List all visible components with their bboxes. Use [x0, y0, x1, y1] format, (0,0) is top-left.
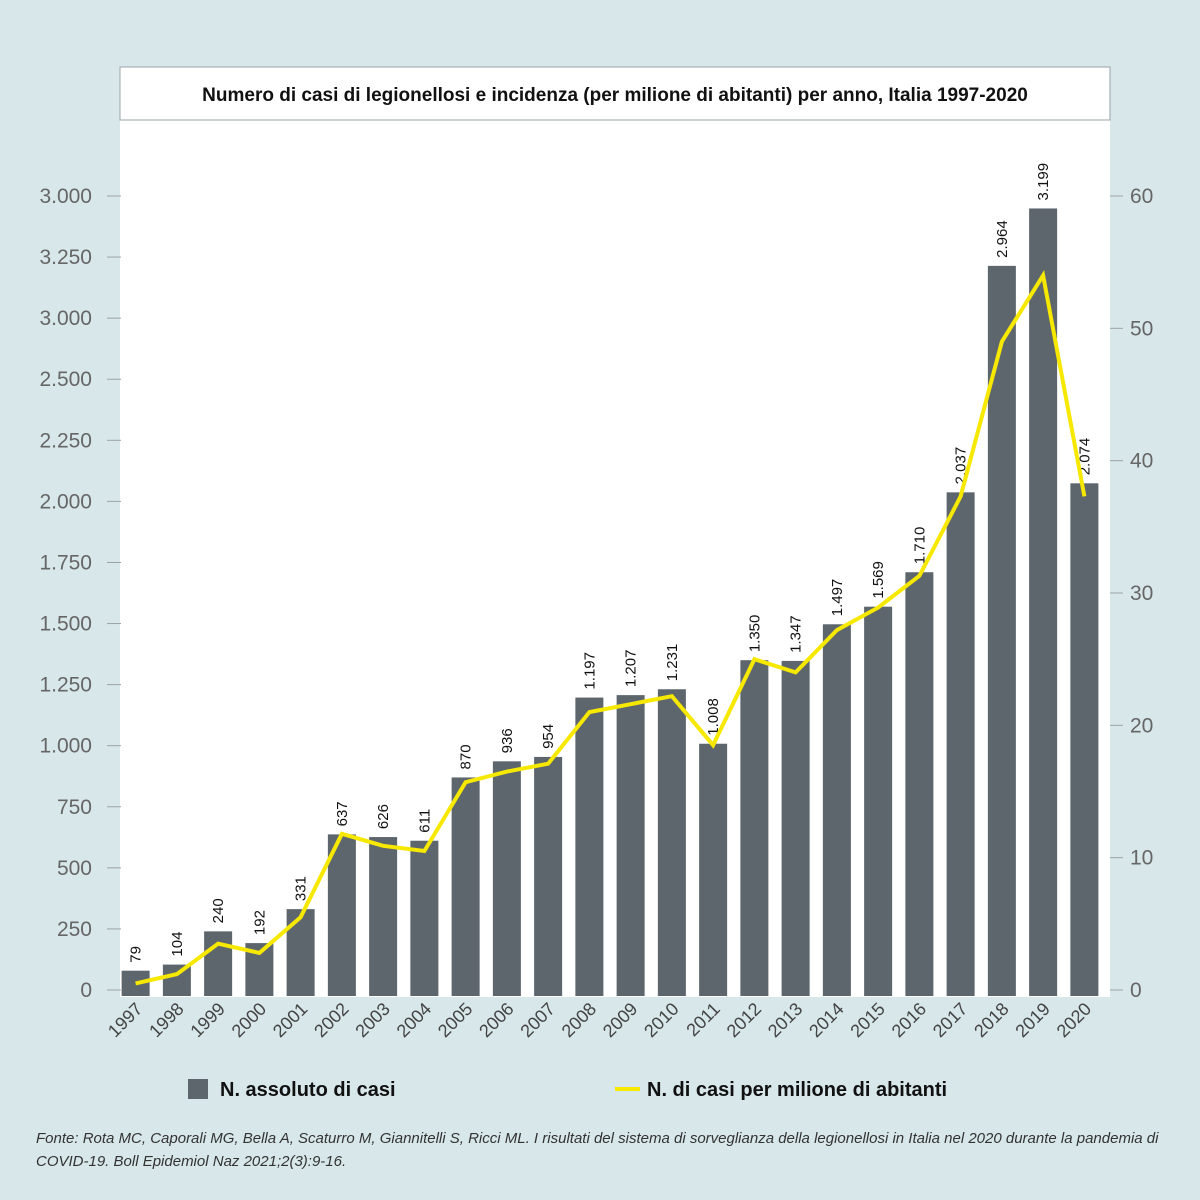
y2-tick-label: 40	[1130, 450, 1153, 473]
value-label: 936	[499, 728, 516, 753]
value-label: 1.347	[788, 615, 805, 653]
bar	[616, 695, 645, 996]
value-label: 954	[540, 724, 557, 749]
y-tick-label: 2.250	[39, 429, 92, 452]
value-label: 870	[458, 744, 475, 769]
bar	[864, 606, 893, 996]
bar	[1070, 483, 1099, 996]
bar	[204, 931, 233, 996]
value-label: 3.199	[1035, 163, 1052, 201]
y2-tick-label: 30	[1130, 582, 1153, 605]
y-tick-label: 1.250	[39, 674, 92, 697]
y-tick-label: 2.000	[39, 490, 92, 513]
y2-tick-label: 50	[1130, 317, 1153, 340]
bar	[822, 624, 851, 996]
y-tick-label: 3.000	[39, 307, 92, 330]
x-tick-label: 2007	[516, 999, 558, 1041]
title-box	[119, 66, 1111, 121]
value-label: 79	[128, 946, 145, 963]
x-tick-label: 2002	[310, 999, 352, 1041]
x-tick-label: 2010	[640, 999, 682, 1041]
legend-label: N. di casi per milione di abitanti	[647, 1079, 947, 1101]
source-note: Fonte: Rota MC, Caporali MG, Bella A, Sc…	[36, 1130, 1159, 1170]
x-tick-label: 2008	[558, 999, 600, 1041]
x-tick-label: 2012	[723, 999, 765, 1041]
y-tick-label: 1.500	[39, 613, 92, 636]
x-tick-label: 2017	[929, 999, 971, 1041]
y-tick-label: 1.000	[39, 735, 92, 758]
plot-panel	[120, 67, 1110, 997]
value-label: 192	[251, 910, 268, 935]
value-label: 1.569	[870, 561, 887, 599]
bar	[162, 964, 191, 996]
value-label: 1.350	[746, 615, 763, 653]
y2-tick-label: 0	[1130, 979, 1142, 1002]
x-tick-label: 2004	[393, 999, 435, 1041]
value-label: 611	[416, 809, 433, 833]
line	[135, 269, 1087, 986]
y-tick-label: 3.000	[39, 185, 92, 208]
y2-tick-label: 60	[1130, 185, 1153, 208]
x-tick-label: 1998	[145, 999, 187, 1041]
value-label: 2.964	[994, 220, 1011, 258]
x-tick-label: 2016	[888, 999, 930, 1041]
x-tick-label: 2003	[351, 999, 393, 1041]
x-tick-label: 2019	[1011, 999, 1053, 1041]
bar	[286, 909, 315, 996]
bar	[1029, 208, 1058, 996]
bar	[657, 689, 686, 996]
x-tick-label: 2014	[805, 999, 847, 1041]
bar	[410, 840, 439, 996]
x-tick-label: 2015	[846, 999, 888, 1041]
bar	[987, 265, 1016, 996]
x-tick-label: 2000	[228, 999, 270, 1041]
bar	[905, 572, 934, 996]
y-tick-label: 750	[57, 796, 92, 819]
value-label: 1.008	[705, 698, 722, 736]
bar	[534, 756, 563, 996]
chart-title: Numero di casi di legionellosi e inciden…	[202, 85, 1028, 106]
value-label: 1.710	[911, 527, 928, 565]
value-label: 1.231	[664, 644, 681, 682]
value-label: 1.207	[623, 650, 640, 688]
x-tick-label: 1999	[186, 999, 228, 1041]
legend-swatch	[188, 1079, 208, 1099]
y-tick-label: 500	[57, 857, 92, 880]
bar	[451, 777, 480, 996]
y2-tick-label: 10	[1130, 847, 1153, 870]
x-tick-label: 2001	[269, 999, 311, 1041]
x-tick-label: 2013	[764, 999, 806, 1041]
x-tick-label: 2018	[970, 999, 1012, 1041]
value-label: 331	[293, 876, 310, 901]
x-tick-label: 2006	[475, 999, 517, 1041]
x-tick-label: 2011	[682, 999, 724, 1041]
bar	[781, 660, 810, 996]
y-tick-label: 250	[57, 918, 92, 941]
y-tick-label: 2.500	[39, 368, 92, 391]
bar	[740, 660, 769, 996]
value-label: 104	[169, 932, 186, 957]
y-tick-label: 0	[80, 979, 92, 1002]
bar	[492, 761, 521, 996]
bar	[946, 492, 975, 996]
value-label: 240	[210, 898, 227, 923]
value-label: 637	[334, 801, 351, 826]
value-label: 1.197	[581, 652, 598, 690]
bar	[327, 834, 356, 996]
x-tick-label: 2009	[599, 999, 641, 1041]
x-tick-label: 1997	[104, 999, 146, 1041]
value-label: 1.497	[829, 579, 846, 617]
y-tick-label: 3.250	[39, 246, 92, 269]
value-label: 626	[375, 804, 392, 829]
bar	[369, 837, 398, 996]
bar	[699, 743, 728, 996]
x-tick-label: 2005	[434, 999, 476, 1041]
bar	[575, 697, 604, 996]
y-tick-label: 1.750	[39, 551, 92, 574]
y2-tick-label: 20	[1130, 714, 1153, 737]
x-tick-label: 2020	[1053, 999, 1095, 1041]
legend-label: N. assoluto di casi	[220, 1079, 396, 1101]
